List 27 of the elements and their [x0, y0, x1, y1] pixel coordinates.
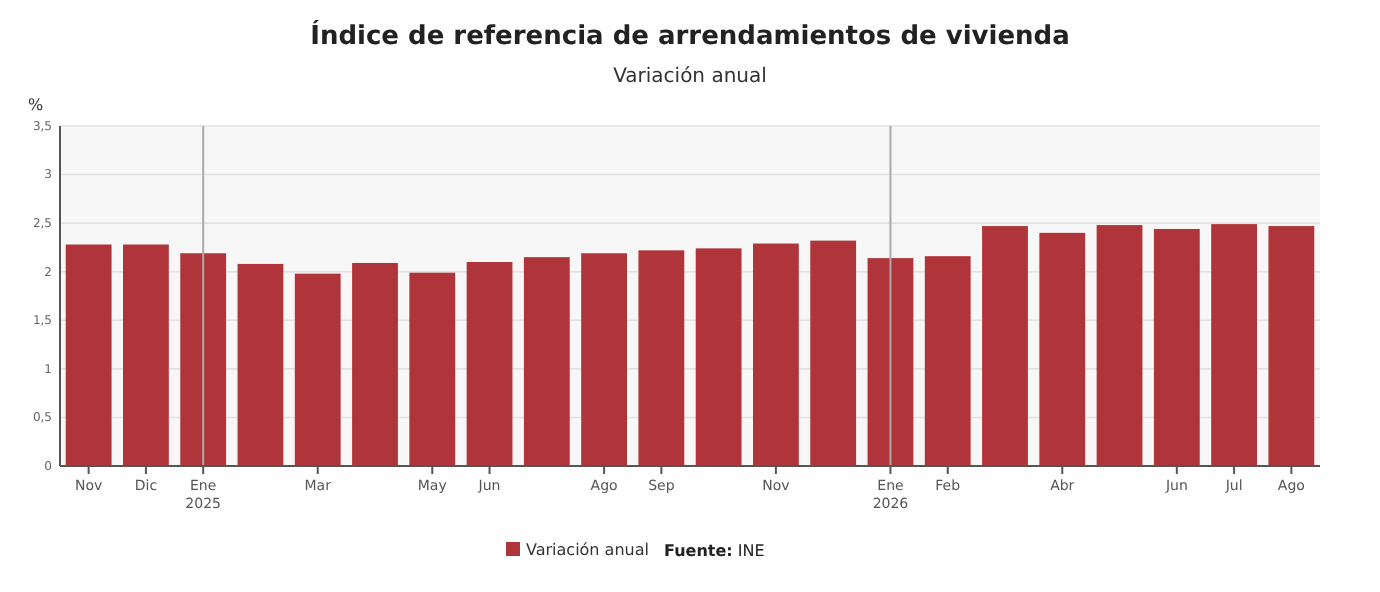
bar — [523, 257, 570, 466]
bar — [753, 243, 799, 466]
bar — [1096, 225, 1143, 466]
source-note: Fuente: INE — [664, 542, 765, 560]
bar — [867, 258, 914, 466]
bar — [1039, 232, 1086, 466]
bar — [1268, 226, 1315, 466]
bar — [810, 240, 857, 466]
bar — [982, 226, 1028, 466]
legend-label: Variación anual — [526, 541, 649, 559]
bar — [638, 250, 685, 466]
bar — [695, 248, 742, 466]
bar — [65, 244, 112, 466]
chart-subtitle: Variación anual — [613, 66, 767, 88]
bar — [924, 256, 971, 466]
bar — [581, 253, 627, 466]
chart-title: Índice de referencia de arrendamientos de vivienda — [310, 18, 1070, 52]
bar — [294, 273, 341, 466]
y-axis-title: % — [28, 96, 44, 114]
bar — [237, 263, 284, 466]
bar — [1153, 228, 1200, 466]
bar — [466, 262, 513, 466]
bar — [123, 244, 169, 466]
bar — [409, 272, 456, 466]
bar — [180, 253, 227, 466]
bar — [352, 262, 398, 466]
bar — [1211, 224, 1257, 466]
